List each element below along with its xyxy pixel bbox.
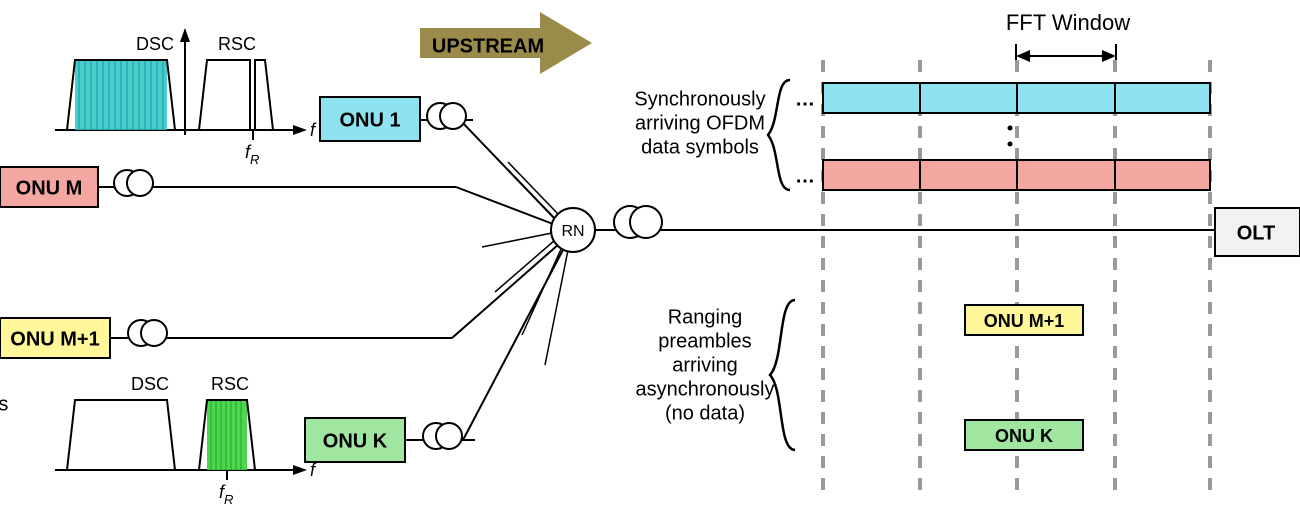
spectrum1-rsc-label: RSC [218, 34, 256, 54]
sync-label-line-3: data symbols [641, 136, 759, 158]
sync-row2-cell [823, 160, 920, 190]
async-onu-m1-label: ONU M+1 [984, 311, 1065, 331]
onu-1-label: ONU 1 [339, 109, 400, 131]
sync-label: Synchronously arriving OFDM data symbols [634, 88, 765, 158]
sync-label-line-1: Synchronously [634, 88, 765, 110]
coupler-icon [114, 170, 153, 196]
diagram-svg: UPSTREAM FFT Window … … [0, 0, 1300, 505]
spectrum-1: DSC RSC f fR [55, 28, 317, 167]
dsc-band-fill [75, 60, 167, 130]
spectrum2-dsc-label: DSC [131, 374, 169, 394]
rn-node: RN [551, 208, 595, 252]
sync-brace [768, 80, 790, 190]
sync-ellipsis-2: … [795, 165, 815, 187]
async-boxes: ONU M+1 ONU K [965, 305, 1083, 450]
onu-m1-box: ONU M+1 [0, 318, 110, 358]
ranging-label-line-2: preambles [658, 330, 751, 352]
onu-k-label: ONU K [323, 430, 388, 452]
ranging-label-line-1: Ranging [668, 306, 743, 328]
sync-label-line-2: arriving OFDM [635, 112, 765, 134]
ranging-label-line-3: arriving [672, 354, 738, 376]
sync-row1-cell [1017, 83, 1115, 113]
sync-row2-cell [1017, 160, 1115, 190]
fft-window-title: FFT Window [1006, 10, 1130, 35]
rs-text: rs [0, 393, 8, 415]
coupler-icon [427, 103, 466, 129]
spectrum2-rsc-label: RSC [211, 374, 249, 394]
sync-row2-cell [1115, 160, 1210, 190]
ranging-brace [770, 300, 795, 450]
onu-m-label: ONU M [16, 177, 83, 199]
sync-ellipsis-1: … [795, 88, 815, 110]
coupler-icon [614, 206, 662, 238]
onu-1-box: ONU 1 [320, 97, 420, 141]
sync-rows: … … [795, 83, 1210, 190]
fft-window-group: FFT Window [1006, 10, 1130, 68]
spectrum-2: DSC RSC f fR [55, 374, 317, 505]
onu-k-box: ONU K [305, 418, 405, 462]
ranging-label: Ranging preambles arriving asynchronousl… [636, 306, 775, 424]
spectrum1-f-label: f [310, 120, 317, 140]
upstream-arrow-label: UPSTREAM [432, 35, 544, 57]
spectrum2-fR: fR [219, 482, 233, 505]
olt-label: OLT [1237, 222, 1276, 244]
rsc-band-fill [207, 400, 247, 470]
olt-box: OLT [1215, 208, 1300, 256]
rn-label: RN [561, 223, 584, 240]
sync-row1-cell [1115, 83, 1210, 113]
sync-row2-cell [920, 160, 1017, 190]
coupler-icon [423, 423, 462, 449]
sync-row1-cell [823, 83, 920, 113]
sync-row1-cell [920, 83, 1017, 113]
onu-m1-label: ONU M+1 [10, 328, 99, 350]
spectrum1-dsc-label: DSC [136, 34, 174, 54]
spectrum1-fR: fR [245, 142, 259, 167]
ranging-label-line-5: (no data) [665, 402, 745, 424]
async-onu-k-label: ONU K [995, 426, 1053, 446]
couplers [114, 103, 662, 449]
ranging-label-line-4: asynchronously [636, 378, 775, 400]
onu-m-box: ONU M [0, 167, 98, 207]
coupler-icon [128, 320, 167, 346]
upstream-arrow: UPSTREAM [420, 12, 592, 74]
